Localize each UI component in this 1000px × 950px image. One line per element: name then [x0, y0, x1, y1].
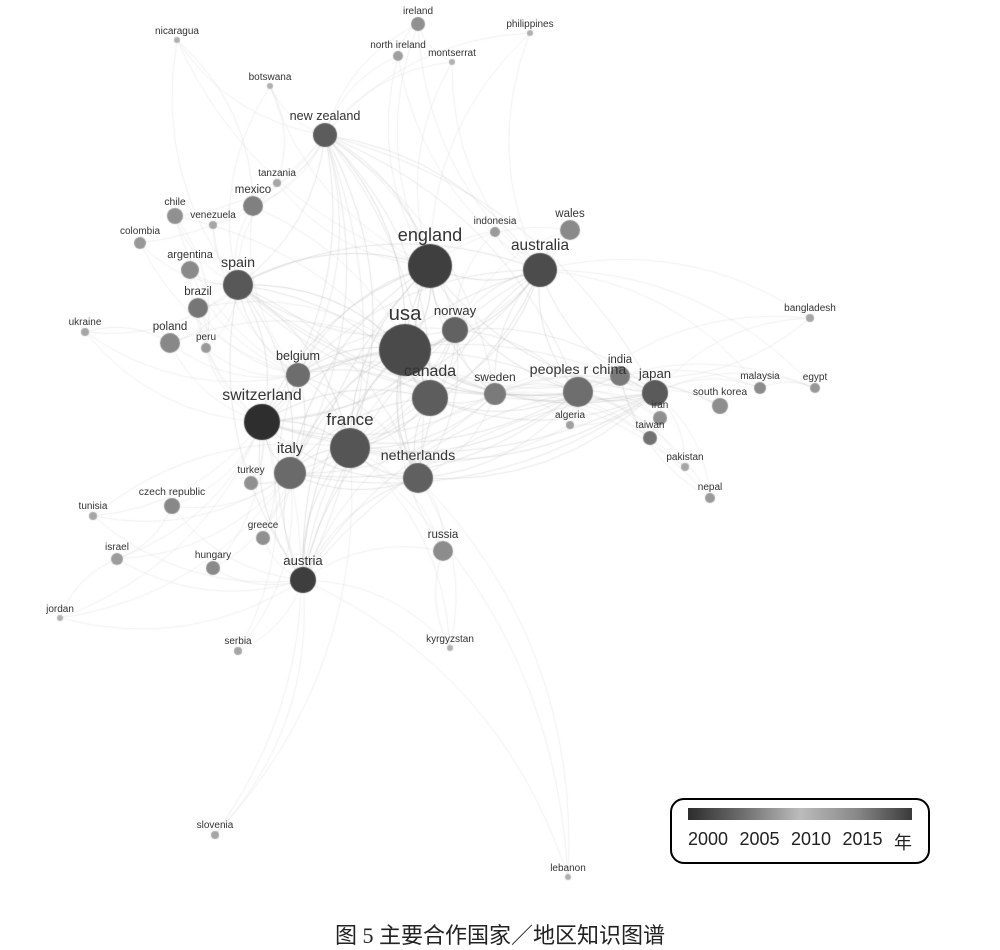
- legend-tick: 2010: [791, 829, 831, 855]
- figure-caption: 图 5 主要合作国家／地区知识图谱: [0, 918, 1000, 950]
- legend-tick: 年: [894, 829, 912, 855]
- legend-tick: 2015: [843, 829, 883, 855]
- legend-tick: 2005: [740, 829, 780, 855]
- legend-tick: 2000: [688, 829, 728, 855]
- legend-ticks: 2000 2005 2010 2015 年: [688, 829, 912, 855]
- year-legend: 2000 2005 2010 2015 年: [670, 798, 930, 864]
- network-canvas: [0, 0, 1000, 936]
- legend-gradient: [688, 808, 912, 820]
